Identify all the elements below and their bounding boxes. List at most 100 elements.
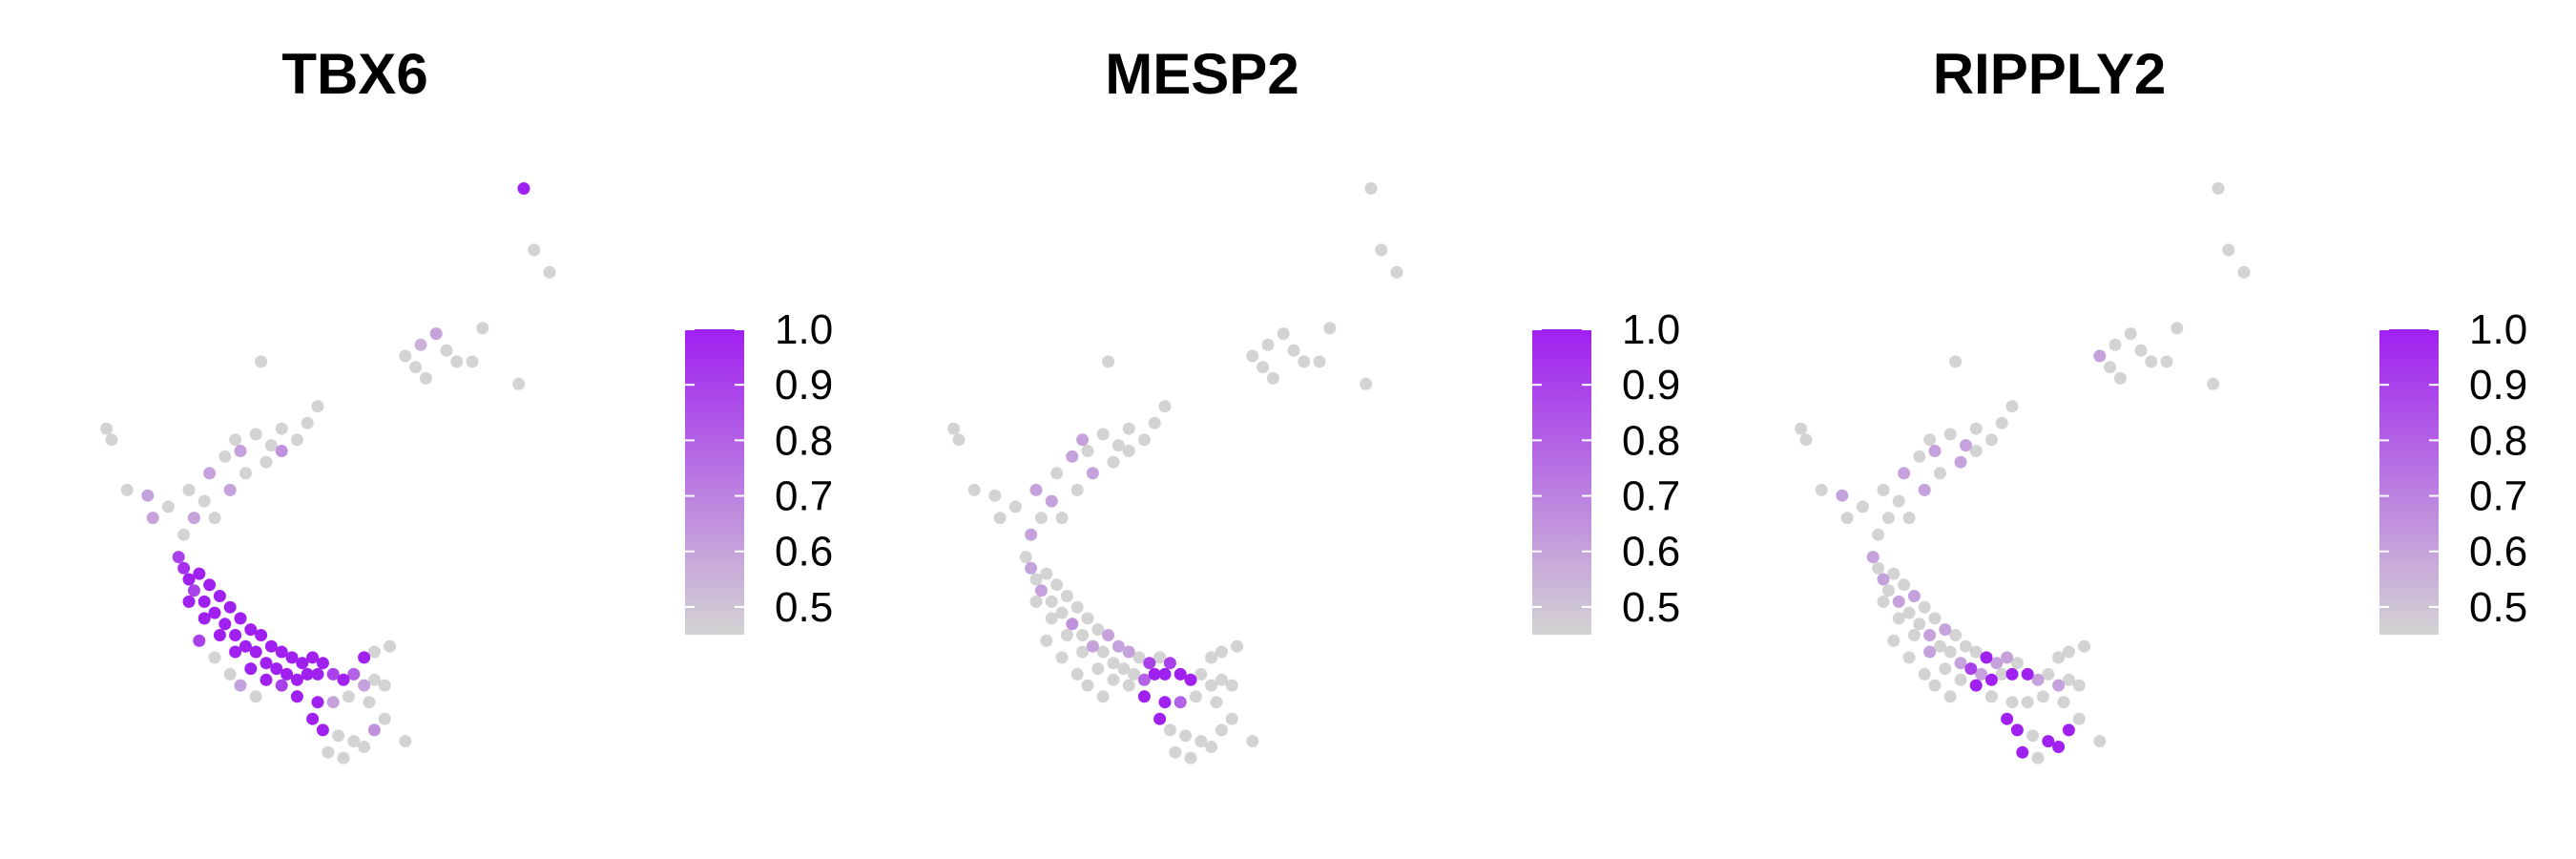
scatter-point <box>1137 433 1151 447</box>
scatter-point <box>141 489 155 502</box>
scatter-point <box>517 182 530 195</box>
scatter-point <box>182 573 196 586</box>
scatter-point <box>414 338 427 351</box>
scatter-point <box>1928 679 1942 692</box>
scatter-point <box>1148 416 1161 430</box>
scatter-point <box>347 735 361 748</box>
scatter-point <box>275 645 288 659</box>
scatter-point <box>326 696 340 709</box>
scatter-point <box>952 433 966 447</box>
scatter-point <box>1107 673 1120 686</box>
scatter-point <box>2052 741 2066 753</box>
scatter-point <box>1913 618 1926 631</box>
scatter-point <box>2057 696 2070 709</box>
scatter-point <box>1964 662 1978 676</box>
scatter-point <box>1892 612 1905 625</box>
colorbar-gradient <box>685 329 744 635</box>
scatter-point <box>1795 422 1808 435</box>
scatter-point <box>218 618 232 631</box>
scatter-point <box>1959 639 1972 653</box>
scatter-point <box>1872 561 1885 575</box>
scatter-point <box>316 723 329 737</box>
colorbar-tick-label: 1.0 <box>1622 306 1680 353</box>
scatter-point <box>1040 634 1053 647</box>
scatter-point <box>363 696 376 709</box>
scatter-point <box>2026 729 2040 743</box>
scatter-point <box>1902 512 1916 525</box>
scatter-point <box>197 494 211 508</box>
scatter-point <box>2124 327 2137 341</box>
scatter-point <box>105 433 118 447</box>
colorbar-tick-label: 0.9 <box>2469 362 2527 409</box>
colorbar-tick-label: 0.8 <box>2469 417 2527 464</box>
scatter-point <box>326 667 340 681</box>
scatter-point <box>1102 629 1115 641</box>
scatter-point <box>182 595 196 608</box>
scatter-point <box>347 667 361 681</box>
scatter-point <box>1836 489 1849 502</box>
colorbar-tick-label: 0.7 <box>775 473 833 520</box>
scatter-point <box>1933 639 1946 653</box>
scatter-point <box>367 645 381 659</box>
scatter-point <box>249 645 262 659</box>
scatter-point <box>255 355 268 368</box>
scatter-point <box>1076 629 1090 641</box>
scatter-point <box>1277 327 1290 341</box>
scatter-point <box>1840 512 1854 525</box>
scatter-point <box>1091 662 1105 676</box>
scatter-point <box>306 651 320 664</box>
scatter-point <box>275 679 288 692</box>
scatter-point <box>399 349 412 363</box>
scatter-point <box>1225 679 1238 692</box>
scatter-point <box>947 422 961 435</box>
scatter-point <box>1215 673 1228 686</box>
scatter-point <box>1898 578 1911 592</box>
scatter-point <box>1070 483 1084 496</box>
scatter-point <box>1111 639 1125 653</box>
scatter-point <box>1055 651 1069 664</box>
scatter-point <box>1881 512 1895 525</box>
scatter-point <box>337 751 350 765</box>
scatter-point <box>419 371 432 385</box>
scatter-point <box>2212 182 2225 195</box>
scatter-point <box>1995 416 2008 430</box>
scatter-point <box>1943 428 1957 441</box>
scatter-point <box>213 590 226 602</box>
scatter-point <box>1907 629 1921 641</box>
scatter-point <box>1060 590 1073 602</box>
scatter-point <box>223 600 237 614</box>
scatter-point <box>1954 657 1967 670</box>
scatter-point <box>2062 723 2075 737</box>
scatter-point <box>1205 679 1218 692</box>
scatter-point <box>1195 735 1208 748</box>
scatter-point <box>1086 639 1099 653</box>
scatter-point <box>1045 494 1058 508</box>
scatter-point <box>1029 573 1043 586</box>
scatter-point <box>1029 483 1043 496</box>
scatter-point <box>409 361 423 374</box>
scatter-point <box>1902 651 1916 664</box>
scatter-point <box>1117 662 1131 676</box>
colorbar-tick-label: 0.8 <box>1622 417 1680 464</box>
scatter-point <box>1815 483 1828 496</box>
scatter-point <box>1060 629 1073 641</box>
scatter-point <box>476 322 489 335</box>
colorbar-tick-label: 0.6 <box>2469 529 2527 576</box>
colorbar-tick-label: 0.6 <box>1622 529 1680 576</box>
scatter-point <box>2222 243 2235 257</box>
scatter-point <box>1174 667 1187 681</box>
scatter-point <box>1066 618 1079 631</box>
colorbar-tick-label: 0.5 <box>1622 584 1680 631</box>
scatter-point <box>1107 657 1120 670</box>
scatter-point <box>249 428 262 441</box>
scatter-point <box>1257 361 1270 374</box>
scatter-point <box>1029 595 1043 608</box>
scatter-point <box>2016 745 2029 759</box>
scatter-point <box>1902 606 1916 619</box>
scatter-point <box>1081 612 1094 625</box>
scatter-point <box>429 327 443 341</box>
scatter-point <box>450 355 464 368</box>
scatter-point <box>1943 645 1957 659</box>
scatter-point <box>2001 712 2014 725</box>
